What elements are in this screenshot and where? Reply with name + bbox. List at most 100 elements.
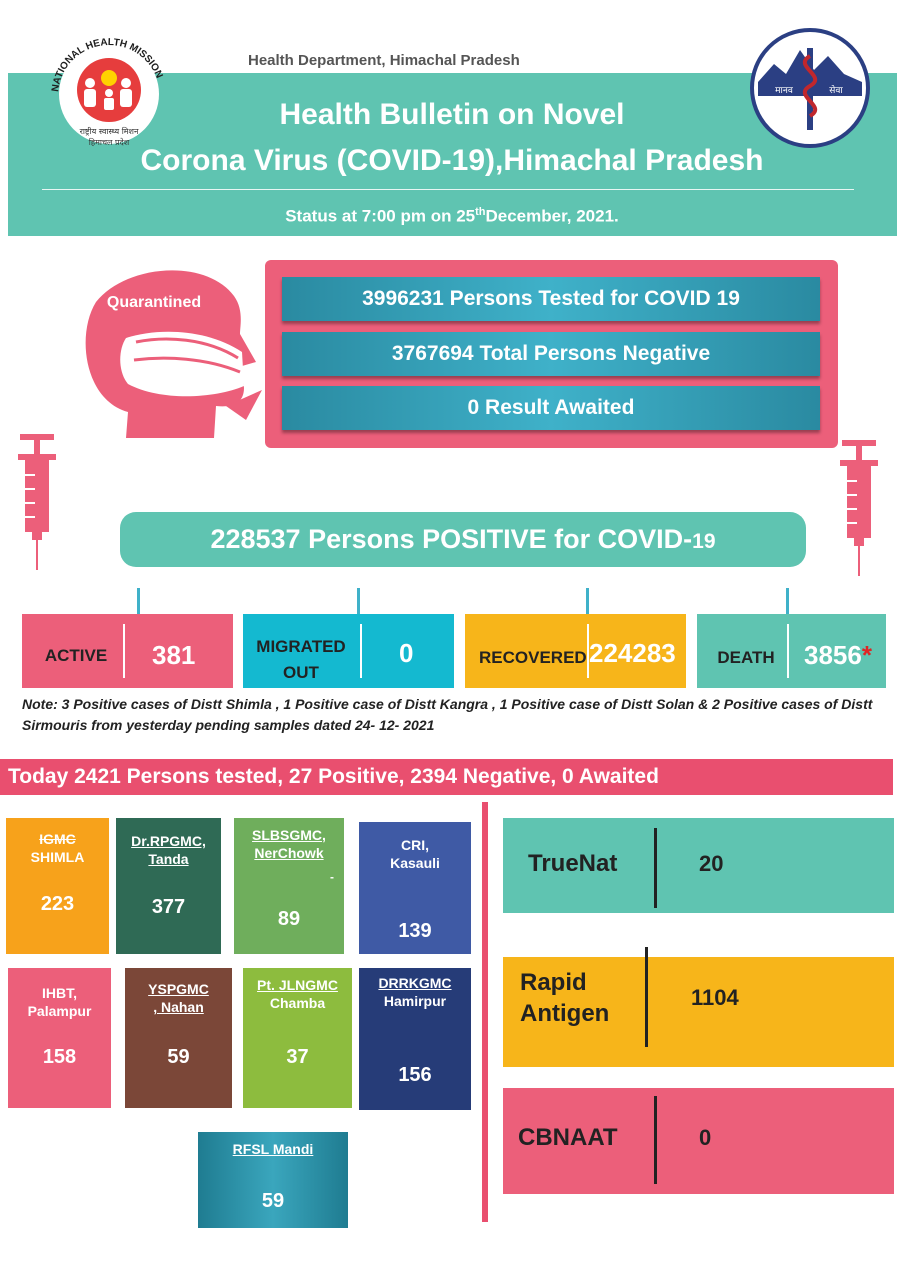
migrated-value: 0: [399, 638, 414, 668]
rapid-antigen-label-line-2: Antigen: [520, 1000, 610, 1027]
lab-rfsl-mandi: RFSL Mandi 59: [198, 1132, 348, 1228]
positive-suffix: 19: [692, 530, 716, 553]
lab-rpgmc-city: Tanda: [148, 851, 189, 867]
lab-drrkgmc-city: Hamirpur: [383, 993, 447, 1009]
death-value: 3856*: [804, 640, 872, 671]
recovered-separator: [587, 624, 589, 678]
rapid-antigen-label: Rapid Antigen: [520, 967, 609, 1029]
death-asterisk: *: [861, 640, 872, 670]
truenat-value: 20: [699, 851, 724, 876]
lab-igmc-city: SHIMLA: [30, 849, 85, 865]
status-suffix: December, 2021.: [485, 206, 619, 226]
lab-ihbt-city: Palampur: [27, 1003, 92, 1019]
lab-cri-kasauli: CRI, Kasauli 139: [359, 822, 471, 954]
lab-igmc-shimla: IGMC SHIMLA 223: [6, 818, 109, 954]
cbnaat-box: CBNAAT 0: [503, 1088, 894, 1194]
lab-yspgmc-city: , Nahan: [153, 999, 204, 1015]
lab-igmc-value: 223: [40, 893, 75, 915]
lab-cri-name: CRI,: [401, 837, 429, 853]
lab-jlngmc-chamba: Pt. JLNGMC Chamba 37: [243, 968, 352, 1108]
lab-drrkgmc-value: 156: [398, 1064, 432, 1086]
department-name: Health Department, Himachal Pradesh: [248, 52, 520, 69]
nhm-logo-icon: NATIONAL HEALTH MISSION राष्ट्रीय स्वास्…: [50, 38, 164, 147]
lab-drrkgmc-hamirpur: DRRKGMC Hamirpur 156: [359, 968, 471, 1110]
death-number: 3856: [804, 640, 862, 670]
lab-yspgmc-value: 59: [167, 1046, 190, 1068]
lab-slbsgmc-dash: -: [330, 870, 334, 884]
migrated-box: MIGRATED OUT 0: [243, 614, 454, 688]
result-awaited-bar: 0 Result Awaited: [282, 386, 820, 430]
death-separator: [787, 624, 789, 678]
recovered-label: RECOVERED: [479, 648, 587, 667]
header-divider: [42, 189, 854, 190]
lab-rpgmc-name: Dr.RPGMC,: [131, 833, 206, 849]
today-summary-bar: Today 2421 Persons tested, 27 Positive, …: [0, 759, 893, 795]
truenat-separator: [654, 828, 657, 908]
cbnaat-separator: [654, 1096, 657, 1184]
status-sup: th: [475, 206, 486, 218]
connector-active: [137, 588, 140, 614]
connector-migrated: [357, 588, 360, 614]
lab-rfsl-value: 59: [261, 1190, 285, 1212]
title-line-2: Corona Virus (COVID-19),Himachal Pradesh: [140, 144, 764, 177]
nhm-logo-sub1: राष्ट्रीय स्वास्थ्य मिशन: [80, 126, 139, 136]
lab-jlngmc-value: 37: [286, 1046, 309, 1068]
death-box: DEATH 3856*: [697, 614, 886, 688]
lab-jlngmc-city: Chamba: [269, 995, 326, 1011]
rapid-antigen-separator: [645, 947, 648, 1047]
persons-negative-bar: 3767694 Total Persons Negative: [282, 332, 820, 376]
rapid-antigen-label-line-1: Rapid: [520, 969, 587, 996]
active-label: ACTIVE: [44, 646, 108, 665]
lab-drrkgmc-name: DRRKGMC: [378, 975, 452, 991]
lab-rpgmc-tanda: Dr.RPGMC, Tanda 377: [116, 818, 221, 954]
syringe-right-icon: [840, 440, 878, 576]
death-label: DEATH: [717, 648, 775, 667]
cbnaat-value: 0: [699, 1125, 712, 1150]
rapid-antigen-box: Rapid Antigen 1104: [503, 947, 894, 1067]
lab-slbsgmc-value: 89: [277, 908, 301, 930]
right-logo-text-2: सेवा: [829, 84, 843, 96]
lab-ihbt-palampur: IHBT, Palampur 158: [8, 968, 111, 1108]
pending-samples-note: Note: 3 Positive cases of Distt Shimla ,…: [22, 696, 873, 733]
recovered-box: RECOVERED 224283: [465, 614, 686, 688]
migrated-label-line-2: OUT: [283, 663, 319, 682]
lab-rpgmc-value: 377: [151, 896, 186, 918]
positive-band: 228537 Persons POSITIVE for COVID-19: [120, 512, 806, 567]
migrated-separator: [360, 624, 362, 678]
active-separator: [123, 624, 125, 678]
cbnaat-label: CBNAAT: [518, 1124, 618, 1151]
connector-death: [786, 588, 789, 614]
recovered-value: 224283: [589, 638, 676, 668]
lab-jlngmc-name: Pt. JLNGMC: [257, 977, 338, 993]
lab-slbsgmc-name: SLBSGMC,: [252, 827, 326, 843]
health-department-logo-icon: मानव सेवा: [750, 28, 870, 148]
connector-recovered: [586, 588, 589, 614]
title-line-1: Health Bulletin on Novel: [279, 98, 625, 131]
lab-ihbt-value: 158: [42, 1046, 77, 1068]
active-box: ACTIVE 381: [22, 614, 233, 688]
lab-ihbt-name: IHBT,: [42, 985, 77, 1001]
migrated-label-line-1: MIGRATED: [256, 637, 346, 656]
migrated-label: MIGRATED OUT: [243, 634, 359, 686]
status-prefix: Status at 7:00 pm on 25: [285, 206, 476, 226]
nhm-logo-sub2: हिमाचल प्रदेश: [89, 137, 130, 147]
section-divider: [482, 802, 488, 1222]
persons-tested-bar: 3996231 Persons Tested for COVID 19: [282, 277, 820, 321]
status-line: Status at 7:00 pm on 25thDecember, 2021.: [0, 206, 904, 227]
lab-slbsgmc-city: NerChowk: [254, 845, 324, 861]
quarantined-head-icon: Quarantined: [85, 270, 262, 438]
lab-slbsgmc-nerchowk: SLBSGMC, NerChowk - 89: [234, 818, 344, 954]
lab-rfsl-name: RFSL Mandi: [232, 1141, 314, 1157]
positive-text: 228537 Persons POSITIVE for COVID-: [210, 524, 693, 554]
rapid-antigen-value: 1104: [691, 985, 739, 1010]
lab-cri-value: 139: [398, 920, 432, 942]
active-value: 381: [152, 640, 196, 670]
lab-yspgmc-name: YSPGMC: [148, 981, 209, 997]
lab-yspgmc-nahan: YSPGMC , Nahan 59: [125, 968, 232, 1108]
lab-igmc-name: IGMC: [39, 831, 76, 847]
truenat-box: TrueNat 20: [503, 818, 894, 913]
syringe-left-icon: [18, 434, 56, 570]
quarantined-label: Quarantined: [107, 294, 201, 311]
right-logo-text-1: मानव: [775, 86, 794, 96]
lab-cri-city: Kasauli: [390, 855, 440, 871]
